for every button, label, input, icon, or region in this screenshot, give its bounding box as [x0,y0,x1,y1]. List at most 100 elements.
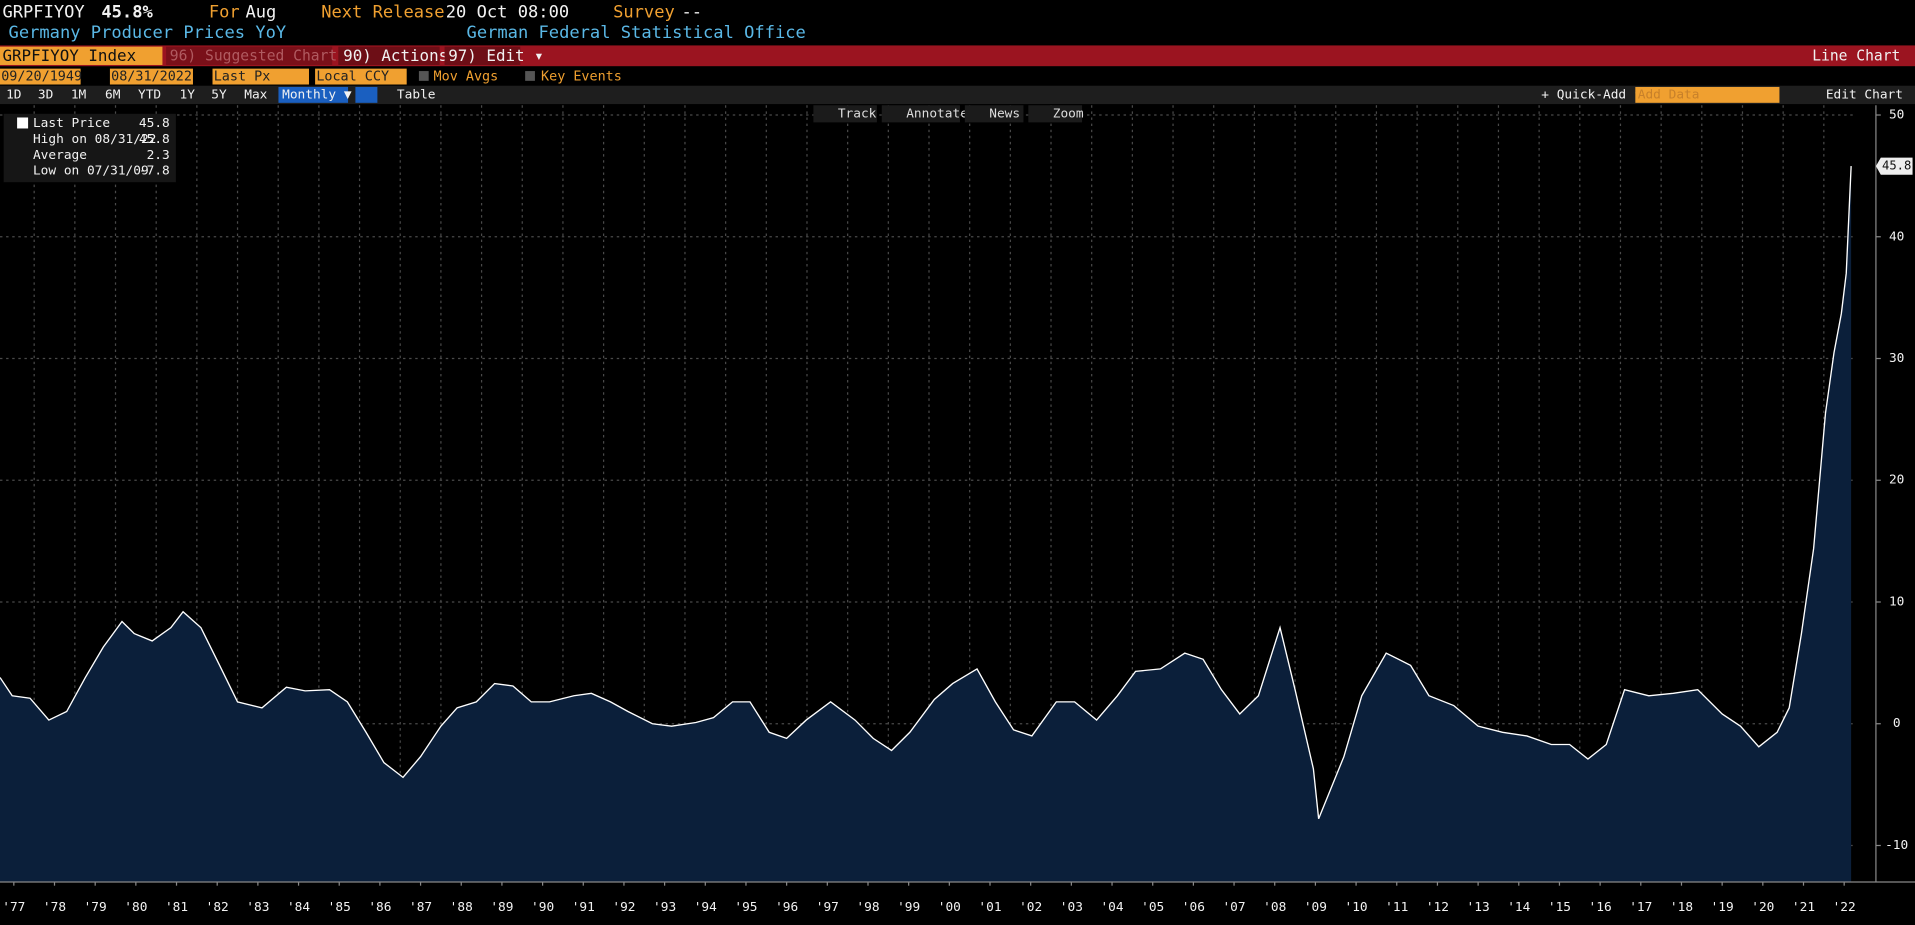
x-tick-label: '02 [1019,900,1042,915]
table-button[interactable]: Table [397,87,436,102]
last-value: 45.8% [101,2,153,22]
x-tick-label: '20 [1751,900,1774,915]
legend-value: 45.8 [139,132,170,147]
period-button[interactable]: 3D [38,87,53,102]
period-button[interactable]: YTD [138,87,161,102]
x-tick-label: '84 [287,900,310,915]
end-date[interactable]: 08/31/2022 [111,70,192,85]
y-tick-label: 10 [1889,594,1904,609]
tool-button[interactable] [964,105,1024,123]
suggested-charts[interactable]: 96) Suggested Charts [170,47,346,64]
x-tick-label: '21 [1792,900,1815,915]
x-tick-label: '94 [694,900,717,915]
security-box[interactable] [0,46,163,65]
x-tick-label: '97 [816,900,839,915]
x-tick-label: '86 [368,900,391,915]
x-tick-label: '13 [1467,900,1490,915]
period-button[interactable]: 1Y [180,87,196,102]
x-tick-label: '95 [734,900,757,915]
input-box[interactable] [212,68,309,85]
label: Next Release [321,2,444,22]
tool-label[interactable]: News [989,106,1020,121]
input-box[interactable] [0,68,81,85]
frequency-box[interactable] [278,86,349,103]
x-tick-label: '22 [1833,900,1856,915]
period-button[interactable]: Max [244,87,267,102]
x-tick-label: '91 [572,900,595,915]
period-button[interactable]: 1D [6,87,21,102]
x-tick-label: '01 [978,900,1001,915]
y-tick-label: 20 [1889,473,1904,488]
x-tick-label: '03 [1060,900,1083,915]
input-box[interactable] [315,68,407,85]
label: For [209,2,240,22]
label: 20 Oct 08:00 [446,2,569,22]
quick-add[interactable]: + Quick-Add ▾ [1541,87,1641,102]
label: Survey [613,2,675,22]
button[interactable] [444,46,521,65]
field[interactable]: Last Px [214,70,271,85]
tool-label[interactable]: Track [838,106,877,121]
description: Germany Producer Prices YoY [9,23,287,43]
actions-button[interactable]: 90) Actions ▾ [343,46,467,65]
button[interactable] [166,46,333,65]
legend-label: Low on 07/31/09 [33,164,149,179]
label: -- [681,2,702,22]
checkbox[interactable] [525,71,535,81]
x-tick-label: '89 [490,900,513,915]
checkbox[interactable] [418,71,429,81]
x-tick-label: '18 [1670,900,1693,915]
edit-chart[interactable]: Edit Chart [1826,87,1903,102]
tool-label[interactable]: Zoom [1053,106,1084,121]
start-date[interactable]: 09/20/1949 [1,70,82,85]
x-tick-label: '77 [2,900,25,915]
tool-button[interactable] [1028,105,1083,123]
source: German Federal Statistical Office [467,23,806,43]
frequency[interactable]: Monthly ▼ [282,87,352,102]
key-events[interactable]: Key Events [541,70,622,85]
button[interactable] [338,46,440,65]
x-tick-label: '78 [43,900,66,915]
ticker: GRPFIYOY [2,2,84,22]
x-tick-label: '00 [938,900,961,915]
input-box[interactable] [109,68,193,85]
x-tick-label: '16 [1589,900,1612,915]
edit-button[interactable]: 97) Edit ▾ [448,46,543,65]
period-button[interactable]: 1M [71,87,87,102]
currency[interactable]: Local CCY [316,70,389,85]
security[interactable]: GRPFIYOY Index [2,46,136,65]
tool-button[interactable] [881,105,960,123]
x-tick-label: '96 [775,900,798,915]
x-tick-label: '87 [409,900,432,915]
x-tick-label: '88 [450,900,473,915]
legend-swatch [17,117,29,129]
y-tick-label: 0 [1893,716,1901,731]
x-tick-label: '79 [84,900,107,915]
x-tick-label: '99 [897,900,920,915]
x-tick-label: '08 [1263,900,1286,915]
y-tick-label: 30 [1889,351,1904,366]
period-button[interactable]: 5Y [211,87,227,102]
legend-label: High on 08/31/22 [33,132,156,147]
tool-button[interactable] [813,105,877,123]
y-tick-label: 40 [1889,229,1904,244]
line [0,166,1852,820]
mov-avgs[interactable]: Mov Avgs [434,70,499,85]
chart-icon[interactable] [355,86,378,103]
tool-label[interactable]: Annotate [906,106,968,121]
y-tick-label: -10 [1885,838,1908,853]
x-tick-label: '07 [1222,900,1245,915]
x-tick-label: '85 [328,900,351,915]
y-tick-label: 50 [1889,108,1904,123]
input-box[interactable] [1635,86,1780,103]
period-bar [0,85,1915,105]
x-tick-label: '81 [165,900,188,915]
period-button[interactable]: 6M [105,87,121,102]
x-tick-label: '05 [1141,900,1164,915]
x-tick-label: '10 [1345,900,1368,915]
area [0,166,1852,883]
x-tick-label: '92 [612,900,635,915]
legend-value: 2.3 [147,148,170,163]
add-data[interactable]: Add Data [1638,87,1700,102]
